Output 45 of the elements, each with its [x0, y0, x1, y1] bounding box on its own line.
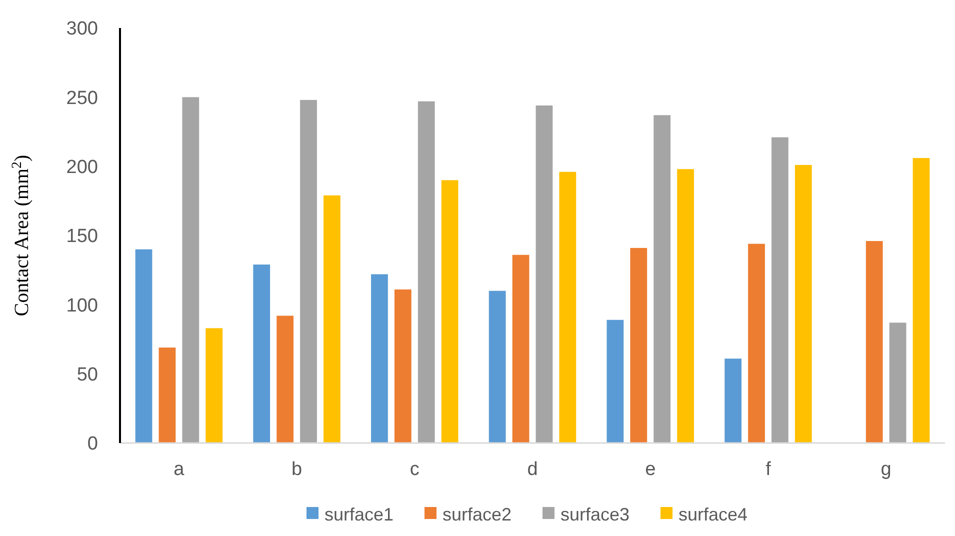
bar — [488, 290, 506, 443]
legend-label: surface1 — [324, 504, 394, 524]
bar — [889, 322, 906, 443]
bar — [441, 180, 458, 443]
bar — [158, 348, 176, 443]
bar — [654, 115, 671, 443]
bar — [794, 164, 812, 443]
legend-label: surface3 — [560, 504, 630, 524]
bar — [135, 249, 152, 443]
y-tick-label: 300 — [66, 18, 98, 40]
y-tick-label: 200 — [66, 156, 98, 178]
x-tick-label: c — [410, 459, 420, 480]
bar — [512, 254, 530, 443]
bar — [206, 328, 223, 443]
y-tick-label: 0 — [87, 434, 98, 455]
x-tick-label: e — [645, 459, 656, 480]
bar — [724, 358, 742, 443]
bar — [771, 137, 788, 443]
y-tick-label: 50 — [76, 364, 98, 386]
bar — [276, 316, 294, 443]
bar — [912, 158, 930, 443]
legend-label: surface4 — [678, 504, 748, 524]
bar — [606, 320, 624, 443]
bar — [253, 264, 270, 443]
y-tick-label: 150 — [66, 226, 98, 248]
bar — [748, 244, 765, 443]
bar — [394, 289, 412, 443]
bar — [536, 105, 553, 443]
x-tick-label: d — [527, 459, 538, 480]
bar — [371, 274, 388, 443]
x-tick-label: f — [766, 459, 772, 480]
bar — [866, 241, 883, 443]
bar — [630, 248, 648, 443]
x-tick-label: g — [880, 459, 892, 480]
x-tick-label: a — [174, 459, 185, 480]
bar — [559, 172, 576, 443]
bar — [182, 97, 200, 443]
bar — [418, 101, 435, 443]
bar — [677, 169, 694, 443]
bar — [324, 195, 340, 443]
x-tick-label: b — [291, 459, 302, 480]
y-tick-label: 100 — [66, 295, 98, 316]
bar — [300, 100, 317, 443]
legend-label: surface2 — [442, 504, 512, 524]
y-tick-label: 250 — [66, 88, 98, 109]
